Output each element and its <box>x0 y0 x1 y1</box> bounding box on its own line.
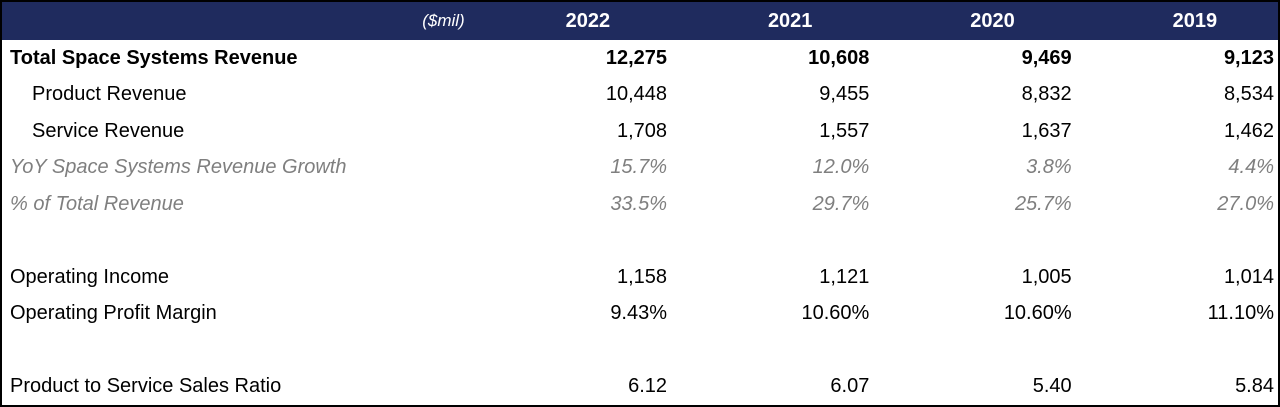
unit-label: ($mil) <box>422 11 465 30</box>
table-row: % of Total Revenue 33.5% 29.7% 25.7% 27.0% <box>2 186 1278 223</box>
spacer-cell <box>2 332 1278 369</box>
row-label: YoY Space Systems Revenue Growth <box>10 156 347 179</box>
row-label: Operating Profit Margin <box>10 302 217 325</box>
cell-value: 8,534 <box>1223 83 1274 106</box>
cell-value: 1,708 <box>616 119 668 142</box>
cell-value: 1,158 <box>616 265 668 288</box>
cell-value: 1,014 <box>1223 265 1274 288</box>
cell-value: 15.7% <box>610 156 668 179</box>
table-row: Service Revenue 1,708 1,557 1,637 1,462 <box>2 113 1278 150</box>
header-row: ($mil) 2022 2021 2020 2019 <box>2 2 1278 40</box>
year-header: 2022 <box>565 9 611 32</box>
spacer-row <box>2 223 1278 260</box>
cell-value: 12,275 <box>605 46 668 69</box>
table-row: Product Revenue 10,448 9,455 8,832 8,534 <box>2 77 1278 114</box>
cell-value: 9,455 <box>819 83 870 106</box>
table-row: Total Space Systems Revenue 12,275 10,608 9… <box>2 40 1278 77</box>
cell-value: 27.0% <box>1217 192 1274 215</box>
row-label: Service Revenue <box>32 119 185 142</box>
table-row: Operating Income 1,158 1,121 1,005 1,014 <box>2 259 1278 296</box>
table-row: YoY Space Systems Revenue Growth 15.7% 12.… <box>2 150 1278 187</box>
table-body: Total Space Systems Revenue 12,275 10,608 9… <box>2 40 1278 405</box>
cell-value: 12.0% <box>812 156 870 179</box>
row-label: Product Revenue <box>32 83 187 106</box>
cell-value: 1,637 <box>1021 119 1072 142</box>
spacer-cell <box>2 223 1278 260</box>
cell-value: 10.60% <box>1003 302 1072 325</box>
table-row: Operating Profit Margin 9.43% 10.60% 10.60%… <box>2 296 1278 333</box>
cell-value: 10,608 <box>808 46 870 69</box>
cell-value: 8,832 <box>1021 83 1072 106</box>
cell-value: 5.84 <box>1235 375 1274 398</box>
cell-value: 9,123 <box>1223 46 1274 69</box>
cell-value: 3.8% <box>1026 156 1072 179</box>
cell-value: 6.07 <box>830 375 870 398</box>
cell-value: 1,121 <box>819 265 870 288</box>
row-label: % of Total Revenue <box>10 192 184 215</box>
cell-value: 25.7% <box>1014 192 1072 215</box>
row-label: Operating Income <box>10 265 169 288</box>
row-label: Product to Service Sales Ratio <box>10 375 282 398</box>
cell-value: 1,557 <box>819 119 870 142</box>
cell-value: 9.43% <box>610 302 668 325</box>
year-header: 2019 <box>1172 9 1218 32</box>
cell-value: 10.60% <box>801 302 870 325</box>
cell-value: 1,005 <box>1021 265 1072 288</box>
year-header: 2020 <box>970 9 1015 32</box>
cell-value: 29.7% <box>812 192 870 215</box>
spacer-row <box>2 332 1278 369</box>
cell-value: 33.5% <box>610 192 668 215</box>
cell-value: 9,469 <box>1021 46 1072 69</box>
cell-value: 11.10% <box>1207 302 1274 325</box>
table-row: Product to Service Sales Ratio 6.12 6.07 5.… <box>2 369 1278 406</box>
cell-value: 1,462 <box>1223 119 1274 142</box>
cell-value: 4.4% <box>1228 156 1274 179</box>
cell-value: 5.40 <box>1032 375 1072 398</box>
year-header: 2021 <box>767 9 813 32</box>
row-label: Total Space Systems Revenue <box>10 46 298 69</box>
header: ($mil) 2022 2021 2020 2019 <box>2 2 1278 40</box>
cell-value: 10,448 <box>605 83 668 106</box>
cell-value: 6.12 <box>628 375 668 398</box>
